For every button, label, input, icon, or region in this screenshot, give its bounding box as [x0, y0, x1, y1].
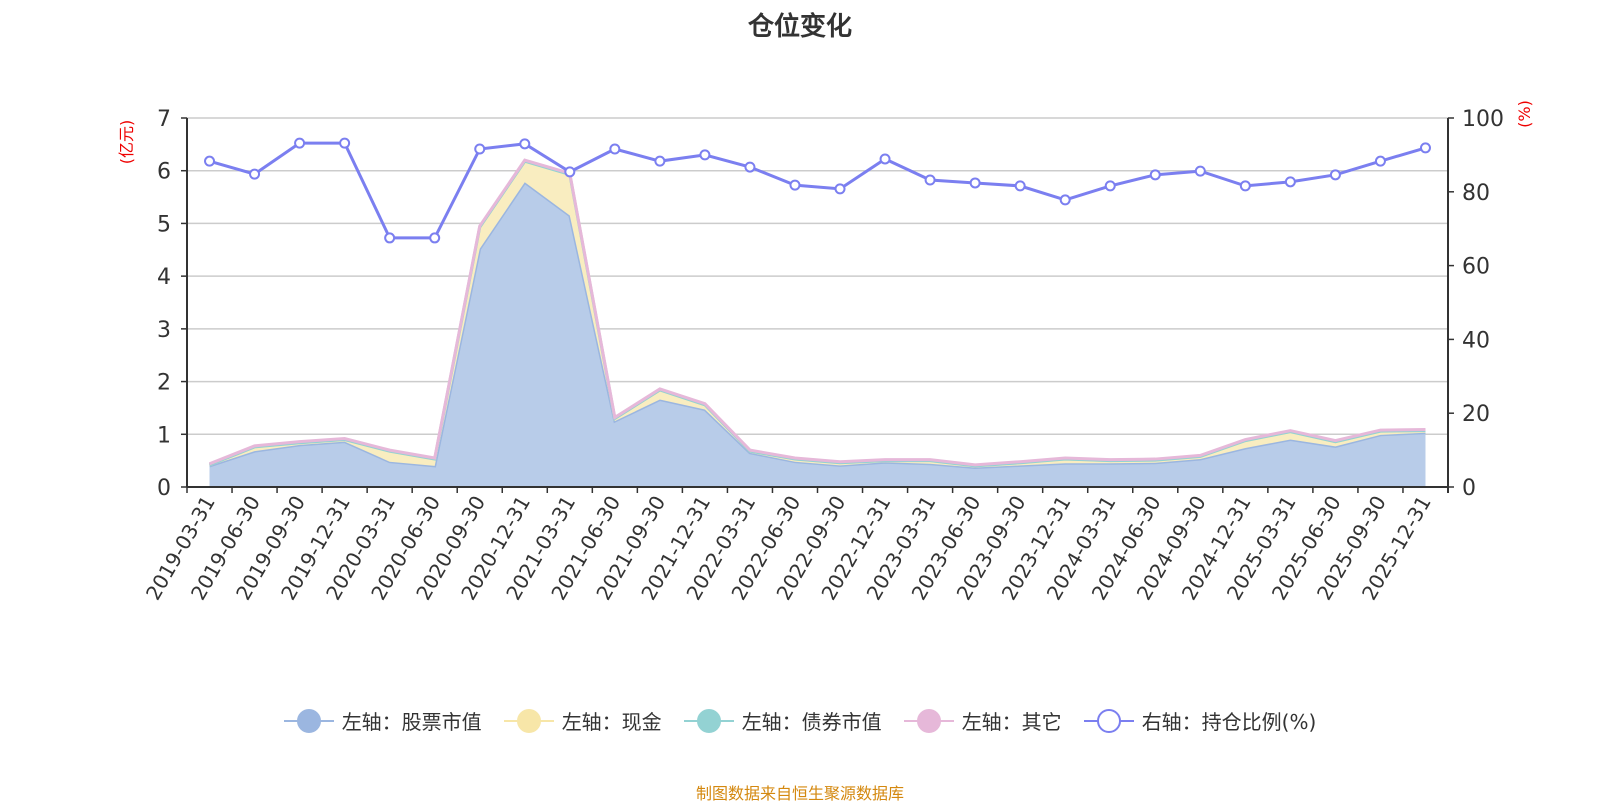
- data-point: [474, 143, 486, 155]
- data-point: [519, 138, 531, 150]
- data-point: [1149, 169, 1161, 181]
- right-tick-label: 0: [1462, 476, 1476, 501]
- right-tick-label: 60: [1462, 255, 1490, 280]
- area-左轴：现金: [209, 161, 1426, 468]
- data-point: [879, 153, 891, 165]
- data-point: [429, 232, 441, 244]
- data-point: [294, 137, 306, 149]
- data-point: [609, 143, 621, 155]
- data-point: [1014, 180, 1026, 192]
- right-tick-label: 100: [1462, 107, 1504, 132]
- area-左轴：股票市值: [209, 182, 1426, 487]
- legend-item[interactable]: 左轴：债券市值: [683, 706, 882, 735]
- left-tick-label: 0: [157, 476, 171, 501]
- data-point: [249, 168, 261, 180]
- right-axis-label: (%): [1515, 100, 1534, 128]
- data-point: [1239, 180, 1251, 192]
- left-axis-label: (亿元): [117, 120, 136, 165]
- data-point: [339, 137, 351, 149]
- legend-marker-icon: [283, 708, 334, 733]
- legend-marker-icon: [503, 708, 554, 733]
- data-point: [654, 155, 666, 167]
- area-line-左轴：股票市值: [209, 180, 1426, 469]
- left-tick-label: 3: [157, 318, 171, 343]
- area-line-左轴：其它: [208, 158, 1426, 467]
- legend-marker-icon: [683, 708, 734, 733]
- data-point: [699, 149, 711, 161]
- legend-marker-icon: [903, 708, 954, 733]
- area-line-左轴：现金: [208, 159, 1426, 468]
- legend-marker-icon: [1083, 708, 1134, 733]
- data-point: [1329, 169, 1341, 181]
- chart-title: 仓位变化: [747, 12, 852, 42]
- footer-source: 制图数据来自恒生聚源数据库: [695, 784, 904, 803]
- legend: 左轴：股票市值 左轴：现金 左轴：债券市值 左轴：其它 右轴：持仓比例(%): [0, 706, 1600, 735]
- data-point: [834, 183, 846, 195]
- legend-label: 左轴：股票市值: [341, 710, 482, 734]
- data-point: [1194, 165, 1206, 177]
- data-point: [789, 179, 801, 191]
- data-point: [924, 174, 936, 186]
- legend-item[interactable]: 右轴：持仓比例(%): [1083, 706, 1317, 735]
- legend-item[interactable]: 左轴：现金: [503, 706, 662, 735]
- line-右轴：持仓比例(%): [209, 141, 1426, 240]
- left-tick-label: 1: [157, 423, 171, 448]
- data-point: [969, 177, 981, 189]
- data-point: [744, 161, 756, 173]
- left-tick-label: 4: [157, 265, 171, 290]
- data-point: [384, 232, 396, 244]
- right-tick-label: 20: [1462, 402, 1490, 427]
- data-point: [1059, 194, 1071, 206]
- left-tick-label: 2: [157, 371, 171, 396]
- data-point: [1419, 142, 1431, 154]
- data-point: [1284, 176, 1296, 188]
- legend-label: 左轴：现金: [561, 710, 662, 734]
- chart: 01234567020406080100(亿元)(%)2019-03-31201…: [117, 100, 1534, 604]
- left-tick-label: 5: [157, 212, 171, 237]
- legend-item[interactable]: 左轴：其它: [903, 706, 1062, 735]
- legend-label: 左轴：其它: [961, 710, 1062, 734]
- legend-label: 左轴：债券市值: [741, 710, 882, 734]
- left-tick-label: 6: [157, 160, 171, 185]
- area-左轴：债券市值: [209, 161, 1426, 466]
- right-tick-label: 40: [1462, 328, 1490, 353]
- legend-label: 右轴：持仓比例(%): [1141, 710, 1317, 734]
- data-point: [204, 155, 216, 167]
- data-point: [1104, 180, 1116, 192]
- legend-item[interactable]: 左轴：股票市值: [283, 706, 482, 735]
- area-左轴：其它: [209, 160, 1426, 466]
- area-line-左轴：债券市值: [208, 159, 1426, 468]
- data-point: [1374, 155, 1386, 167]
- data-point: [564, 166, 576, 178]
- left-tick-label: 7: [157, 107, 171, 132]
- right-tick-label: 80: [1462, 181, 1490, 206]
